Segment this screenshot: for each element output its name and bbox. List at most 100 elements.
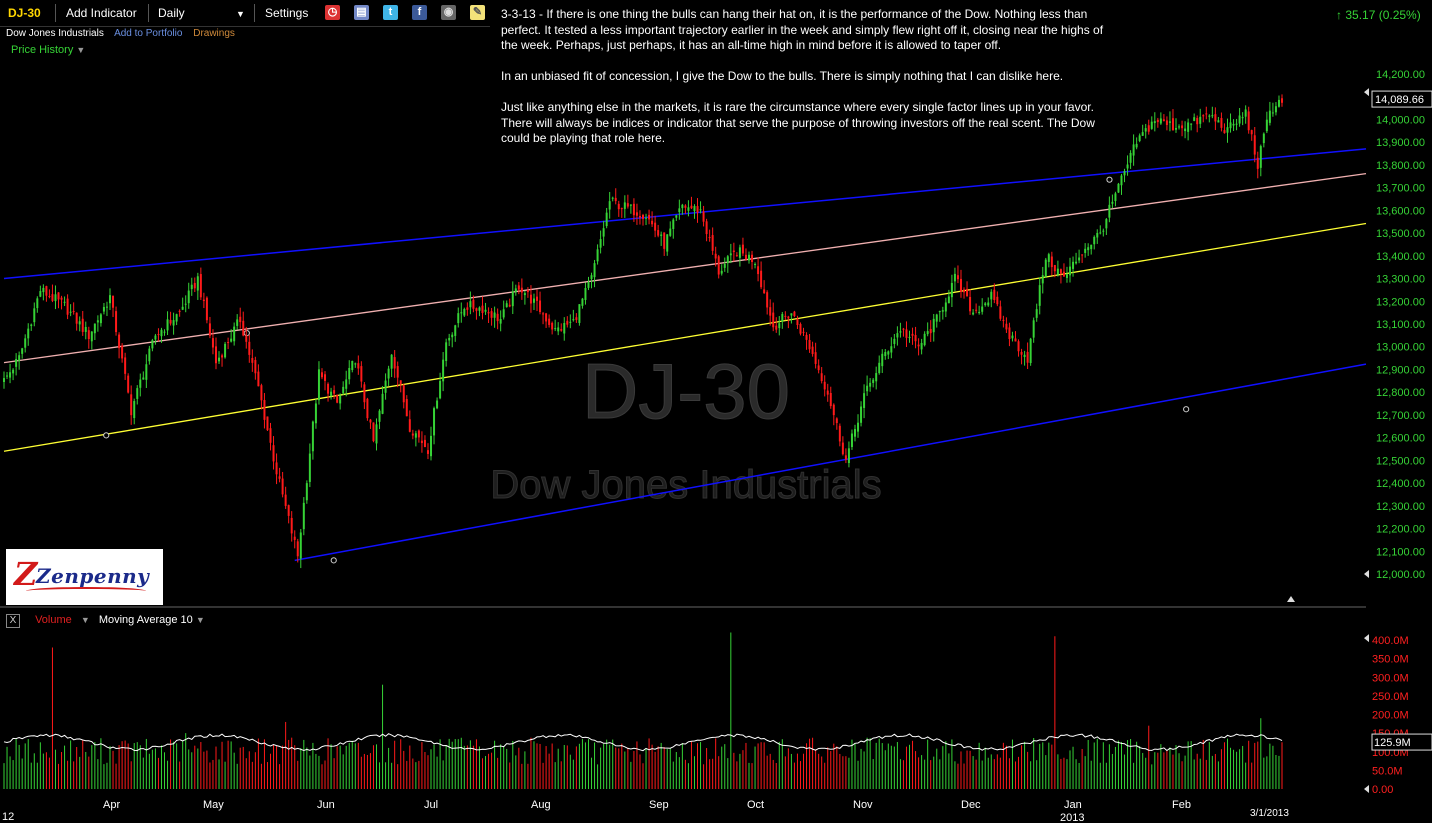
chevron-down-icon[interactable]: ▼ [80,615,90,625]
candle-body [596,249,599,262]
arrow-up-icon: ↑ [1336,8,1342,22]
candle-body [299,532,302,559]
candle-body [623,202,626,209]
candle-body [290,517,293,534]
candle-body [417,430,420,438]
candle-body [642,214,644,219]
candle-body [781,314,784,322]
candle-body [844,455,847,460]
candle-body [863,393,866,408]
x-axis-tick: 2013 [1060,812,1084,823]
twitter-icon[interactable]: t [383,5,398,20]
candle-body [738,247,741,258]
candle-body [1005,323,1008,330]
candle-body [881,353,884,367]
chevron-down-icon[interactable]: ▼ [195,615,205,625]
candle-body [766,292,769,308]
settings-button[interactable]: Settings [265,6,309,20]
candle-body [257,371,260,387]
candle-body [369,419,372,423]
alarm-clock-icon[interactable]: ◷ [325,5,340,20]
price-axis-tick: 12,100.00 [1376,546,1425,558]
candle-body [802,331,805,333]
candle-body [178,310,181,312]
x-axis-tick: Jul [424,799,438,811]
anchor-point-icon[interactable] [1106,176,1113,183]
price-axis-tick: 12,200.00 [1376,524,1425,536]
candle-body [1217,120,1220,123]
candle-body [57,292,60,300]
price-history-label[interactable]: Price History [11,44,74,56]
candle-body [929,328,932,334]
candle-body [357,363,360,369]
candle-body [829,392,832,407]
candle-body [1135,143,1138,148]
axis-marker-icon [1364,785,1369,793]
candle-body [463,308,466,316]
anchor-point-icon[interactable] [103,432,110,439]
add-to-portfolio-link[interactable]: Add to Portfolio [114,28,183,39]
candle-body [663,232,666,249]
candle-body [1126,164,1129,169]
candle-body [917,344,920,347]
candle-body [1250,130,1253,135]
facebook-icon[interactable]: f [412,5,427,20]
camera-icon[interactable]: ◉ [441,5,456,20]
chevron-down-icon[interactable]: ▼ [76,45,86,55]
candle-body [390,354,393,369]
symbol-label[interactable]: DJ-30 [8,6,41,20]
layers-icon[interactable]: ▤ [354,5,369,20]
candle-body [823,381,826,390]
candle-body [1038,285,1041,306]
candle-body [118,334,121,349]
price-history-menu[interactable]: Price History ▼ [11,44,85,56]
price-axis-tick: 13,100.00 [1376,319,1425,331]
candle-body [24,338,27,348]
candle-body [27,328,30,339]
axis-marker-icon [1364,570,1369,578]
period-select[interactable]: Daily [158,6,185,20]
add-indicator-button[interactable]: Add Indicator [66,6,137,20]
anchor-point-icon[interactable] [1183,406,1190,413]
change-value: 35.17 (0.25%) [1345,8,1421,22]
anchor-point-icon[interactable] [243,329,250,337]
candle-body [511,291,514,307]
candle-body [926,331,929,335]
moving-average-label[interactable]: Moving Average 10 [98,614,193,626]
chevron-down-icon[interactable]: ▼ [236,9,245,19]
price-axis-tick: 13,900.00 [1376,137,1425,149]
candle-body [1241,117,1244,119]
candle-body [157,334,160,336]
candle-body [408,419,411,432]
candle-body [632,203,635,216]
candle-body [1078,257,1081,261]
candle-body [757,266,760,275]
close-icon[interactable]: X [6,614,20,628]
candle-body [981,306,984,312]
candle-body [1144,128,1147,132]
candle-body [772,312,775,328]
candle-body [287,505,290,516]
candle-body [911,333,914,336]
last-ma-label: 125.9M [1374,737,1411,749]
candle-body [1165,120,1168,125]
candle-body [218,357,221,362]
anchor-point-icon[interactable] [330,557,337,564]
candle-body [414,433,417,438]
candle-body [1020,351,1023,355]
candle-body [1147,125,1150,132]
drawings-link[interactable]: Drawings [193,28,235,39]
note-icon[interactable]: ✎ [470,5,485,20]
trend-line-yellow [3,222,1367,452]
price-axis-tick: 12,600.00 [1376,433,1425,445]
volume-label[interactable]: Volume [35,614,72,626]
candle-body [902,328,905,330]
candle-body [999,306,1002,319]
candle-body [796,318,799,326]
candle-body [1235,123,1238,125]
candle-body [996,296,999,305]
candle-body [1114,193,1117,201]
candle-body [1171,118,1174,131]
candle-body [378,410,381,422]
